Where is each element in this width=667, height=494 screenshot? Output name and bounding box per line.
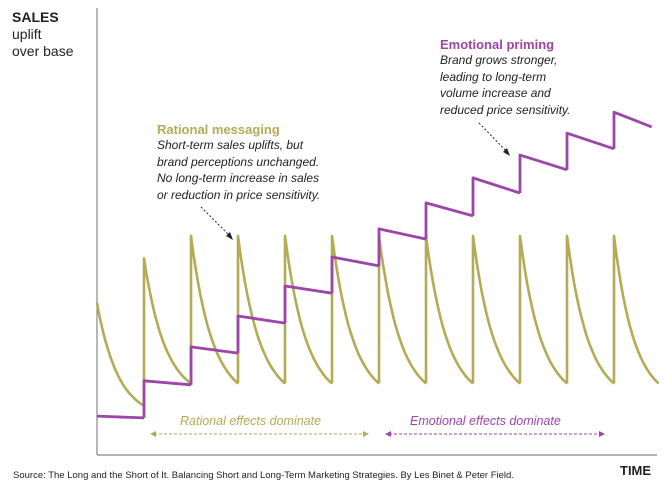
- rational-callout-title: Rational messaging: [157, 122, 280, 137]
- callout-arrows: [200, 122, 510, 240]
- emotional-step: [471, 176, 521, 216]
- rational-callout: Rational messaging Short-term sales upli…: [157, 122, 320, 203]
- x-axis-label: TIME: [620, 463, 652, 478]
- rational-pulse: [424, 234, 474, 385]
- emotional-step: [612, 110, 653, 149]
- y-axis-label-line3: over base: [12, 43, 74, 59]
- rational-pulse: [142, 257, 192, 406]
- emotional-callout-arrow: [478, 122, 508, 153]
- emotional-callout-line: leading to long-term: [440, 69, 547, 84]
- emotional-step: [424, 201, 474, 240]
- rational-pulse: [283, 234, 333, 385]
- emotional-step: [142, 379, 192, 418]
- rational-region-right-arrowhead-icon: [363, 431, 369, 437]
- rational-pulse: [189, 234, 239, 385]
- rational-pulse: [471, 234, 521, 385]
- emotional-callout-line: reduced price sensitivity.: [440, 102, 571, 117]
- emotional-callout-title: Emotional priming: [440, 37, 555, 52]
- y-axis-label-line2: uplift: [12, 26, 42, 42]
- rational-pulse: [330, 234, 380, 385]
- emotional-step: [377, 227, 427, 266]
- rational-callout-line: Short-term sales uplifts, but: [157, 138, 304, 152]
- rational-pulse: [565, 234, 615, 385]
- rational-series: [95, 234, 660, 407]
- emotional-step: [283, 284, 333, 324]
- emotional-step: [96, 414, 145, 420]
- emotional-step: [518, 153, 568, 194]
- emotional-region-right-arrowhead-icon: [599, 431, 605, 437]
- emotional-step: [189, 345, 239, 385]
- rational-callout-line: or reduction in price sensitivity.: [157, 187, 321, 202]
- rational-pulse: [377, 234, 427, 385]
- y-axis-label: SALES uplift over base: [12, 9, 73, 60]
- emotional-arrowhead-icon: [503, 148, 510, 156]
- emotional-region-left-arrowhead-icon: [385, 431, 391, 437]
- rational-callout-line: brand perceptions unchanged.: [157, 154, 320, 169]
- emotional-callout-line: volume increase and: [440, 86, 551, 100]
- rational-callout-arrow: [200, 206, 231, 237]
- rational-callout-line: No long-term increase in sales: [157, 171, 320, 185]
- emotional-step: [330, 255, 380, 294]
- rational-pulse: [95, 302, 145, 407]
- rational-pulse: [236, 234, 286, 385]
- emotional-region-label: Emotional effects dominate: [410, 414, 561, 428]
- emotional-step: [565, 131, 615, 170]
- region-arrows: [150, 431, 605, 437]
- emotional-step: [236, 314, 286, 354]
- rational-pulse: [612, 234, 660, 385]
- source-caption: Source: The Long and the Short of It. Ba…: [13, 470, 514, 481]
- rational-arrowhead-icon: [226, 232, 233, 240]
- rational-pulse: [518, 234, 568, 385]
- emotional-callout: Emotional priming Brand grows stronger, …: [440, 37, 571, 118]
- rational-region-left-arrowhead-icon: [150, 431, 156, 437]
- y-axis-label-line1: SALES: [12, 9, 59, 25]
- emotional-callout-line: Brand grows stronger,: [440, 53, 558, 67]
- emotional-series: [96, 110, 653, 420]
- rational-region-label: Rational effects dominate: [180, 414, 322, 428]
